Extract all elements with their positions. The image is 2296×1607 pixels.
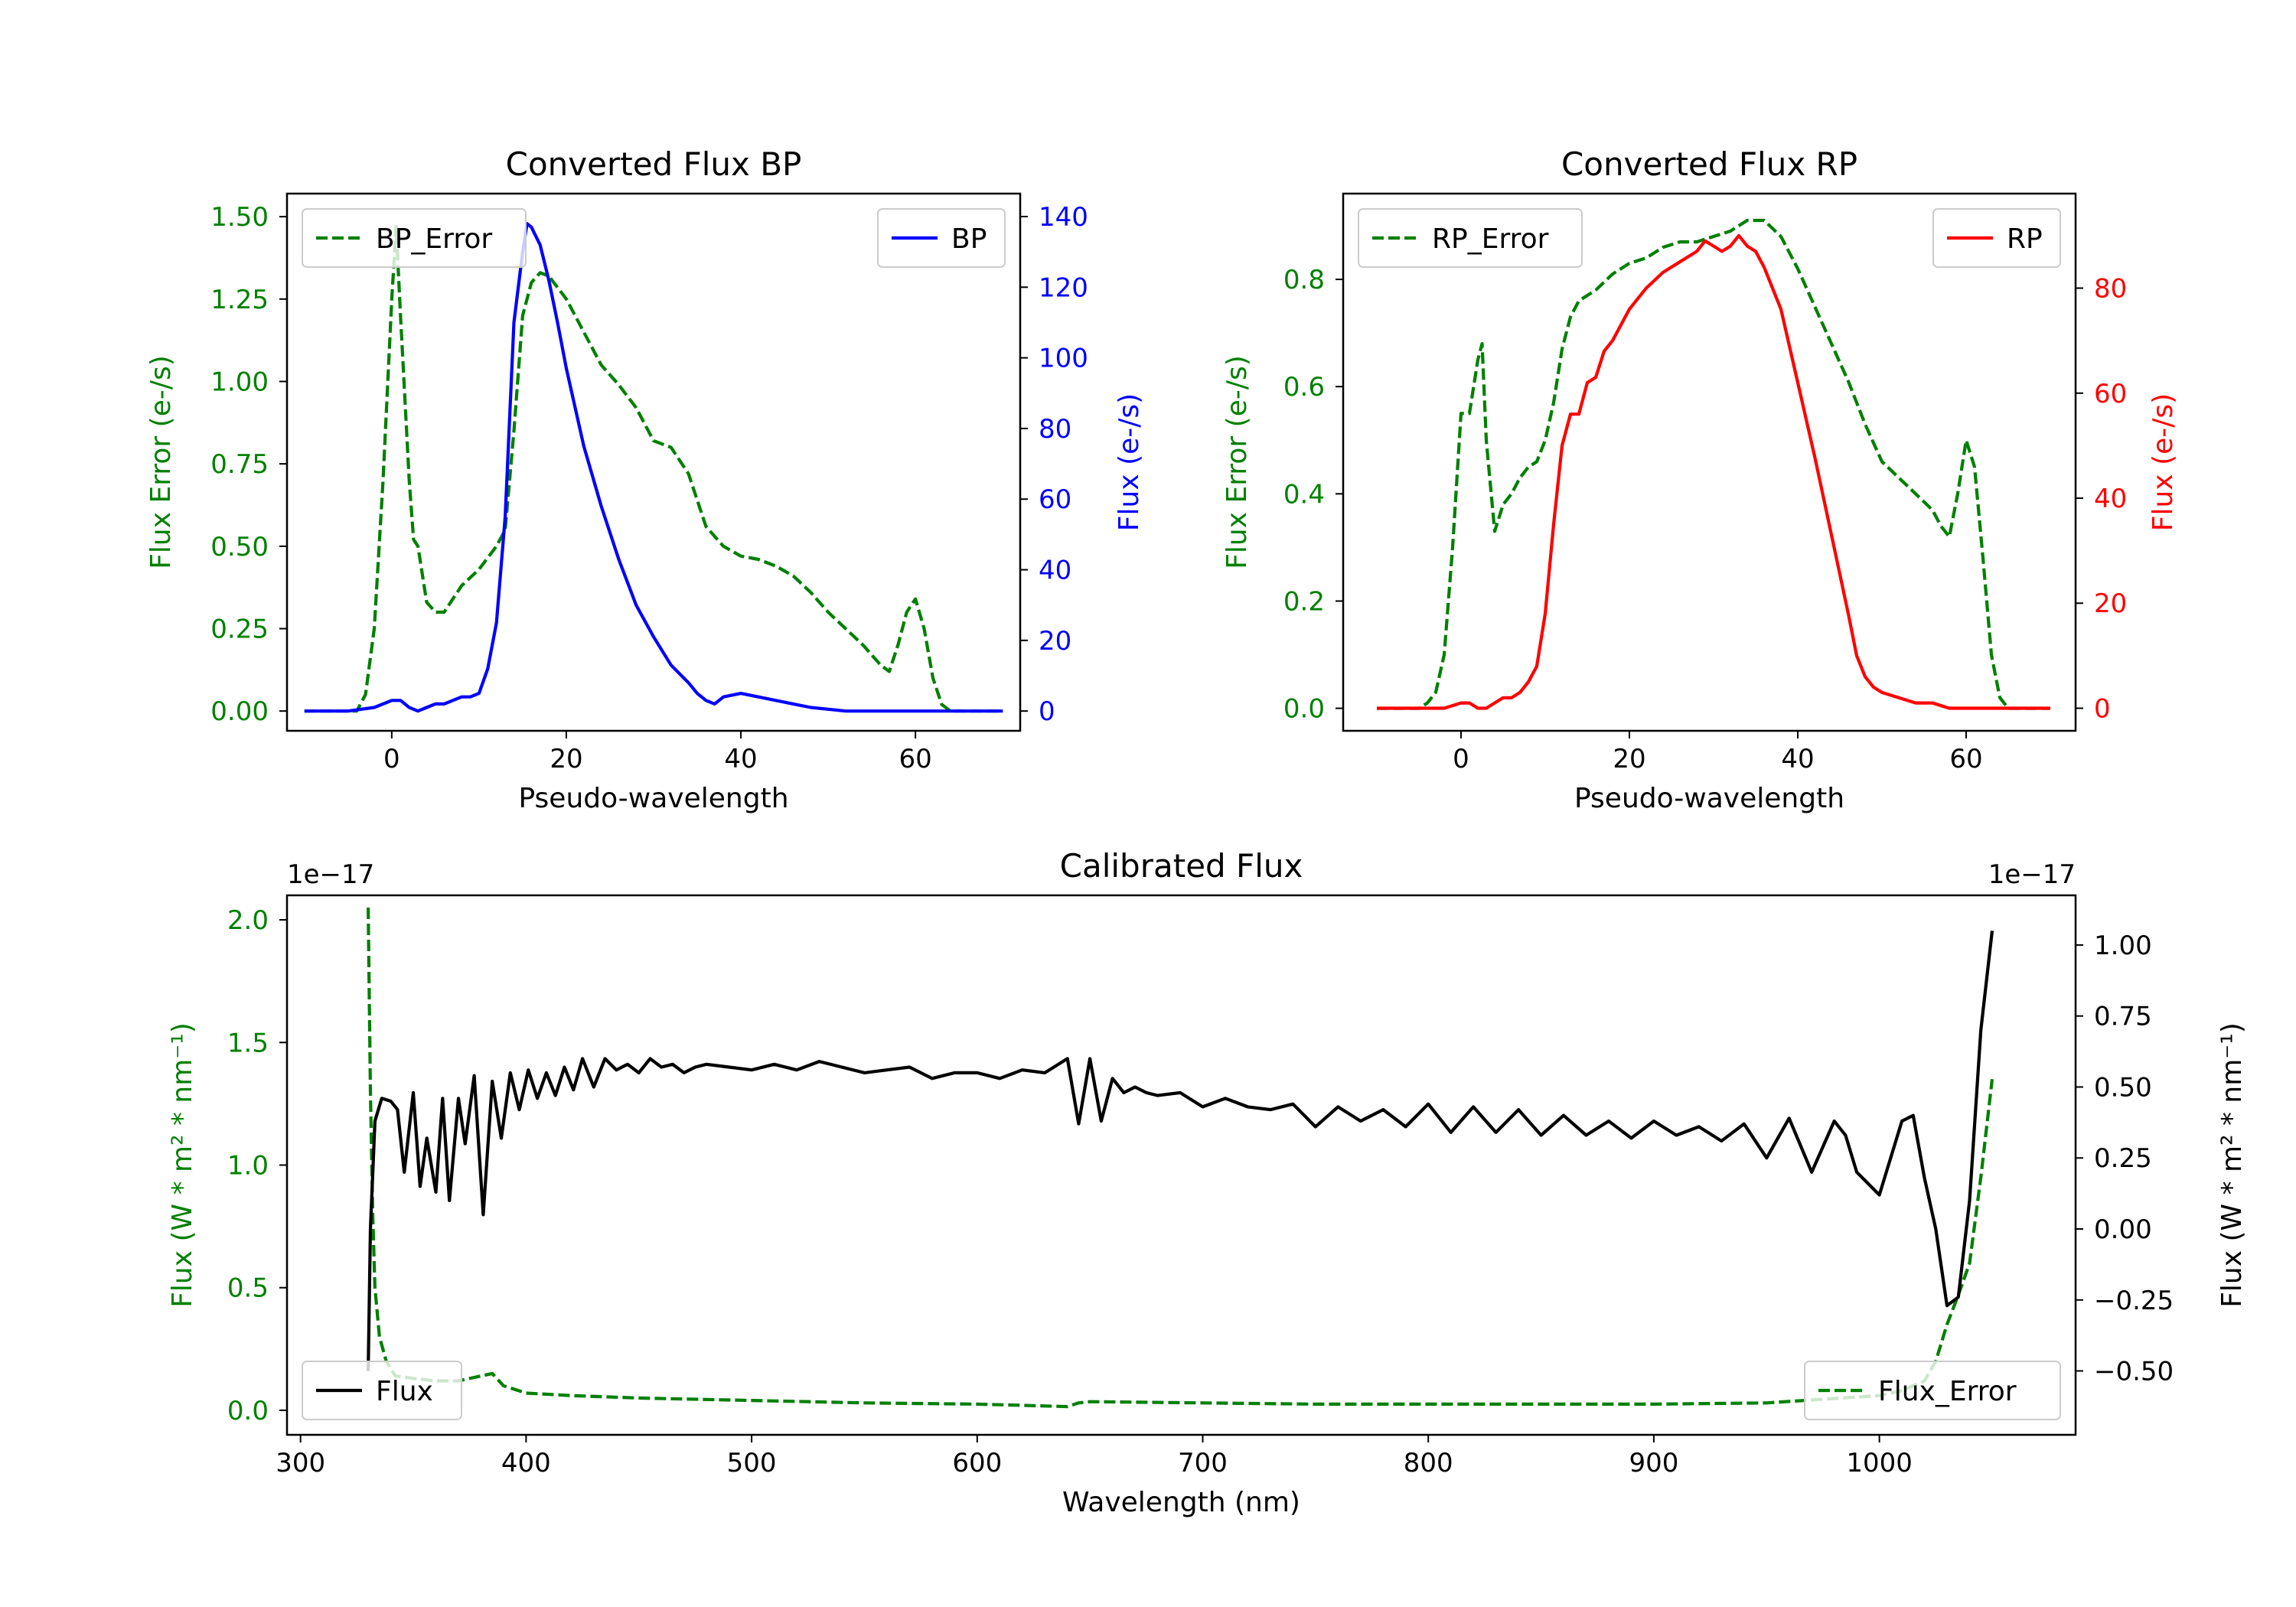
calib-y-right-tick-label: −0.25 bbox=[2094, 1286, 2174, 1316]
bp-y-left-tick-label: 1.25 bbox=[210, 285, 269, 315]
calib-y-right-tick-label: −0.50 bbox=[2094, 1357, 2174, 1387]
rp-x-tick-label: 60 bbox=[1949, 744, 1982, 774]
bp-y-left-tick-label: 1.50 bbox=[210, 202, 269, 233]
bp-flux-series-line bbox=[304, 222, 1003, 713]
calib-y-left-tick-label: 1.5 bbox=[227, 1028, 269, 1058]
bp-legend-right-box bbox=[877, 208, 1006, 268]
bp-legend-left-box bbox=[302, 208, 527, 268]
calib-y-right-tick-label: 1.00 bbox=[2094, 931, 2152, 961]
calib-legend-left-label: Flux bbox=[376, 1376, 433, 1407]
calib-x-tick-label: 700 bbox=[1178, 1448, 1228, 1478]
bp-y-right-tick-label: 140 bbox=[1039, 202, 1088, 233]
rp-axes-frame bbox=[1342, 192, 2077, 732]
calib-y-left-tick-label: 0.0 bbox=[227, 1396, 269, 1426]
calib-y-left-tick-label: 0.5 bbox=[227, 1273, 269, 1304]
rp-chart-title: Converted Flux RP bbox=[1561, 145, 1857, 183]
bp-y-right-tick-label: 20 bbox=[1039, 626, 1071, 657]
calib-y-right-axis-label: Flux (W * m² * nm⁻¹) bbox=[2216, 1022, 2248, 1308]
bp-legend-right-label: BP bbox=[951, 223, 987, 255]
bp-x-tick-label: 40 bbox=[724, 744, 757, 774]
bp-y-left-tick-label: 0.50 bbox=[210, 532, 269, 562]
calib-x-tick-label: 800 bbox=[1404, 1448, 1453, 1478]
rp-x-axis-label: Pseudo-wavelength bbox=[1574, 783, 1844, 814]
bp-y-left-tick-label: 0.00 bbox=[210, 696, 269, 727]
calib-legend-right-label: Flux_Error bbox=[1878, 1376, 2017, 1407]
rp-panel: 0 20 40 60 0.0 0.2 0.4 0.6 0.8 0 20 40 60 80 Converted… bbox=[1221, 145, 2179, 814]
calib-x-axis-label: Wavelength (nm) bbox=[1062, 1487, 1300, 1518]
bp-y-right-tick-label: 0 bbox=[1039, 696, 1055, 727]
calib-x-tick-label: 900 bbox=[1629, 1448, 1678, 1478]
bp-x-axis-label: Pseudo-wavelength bbox=[518, 783, 788, 814]
bp-y-right-tick-label: 40 bbox=[1039, 556, 1071, 586]
rp-flux-series-line bbox=[1377, 233, 2050, 710]
bp-error-series-line bbox=[304, 225, 1003, 713]
rp-y-right-axis-label: Flux (e-/s) bbox=[2148, 393, 2179, 531]
rp-legend-left-label: RP_Error bbox=[1432, 223, 1549, 255]
calib-y-left-tick-label: 2.0 bbox=[227, 905, 269, 936]
calib-legend-right-box bbox=[1804, 1361, 2061, 1420]
bp-x-tick-label: 20 bbox=[550, 744, 582, 774]
calib-offset-left-label: 1e−17 bbox=[287, 859, 374, 890]
calib-x-tick-label: 400 bbox=[501, 1448, 551, 1478]
bp-legend-left-label: BP_Error bbox=[376, 223, 492, 255]
rp-x-tick-label: 20 bbox=[1613, 744, 1645, 774]
rp-legend-left-box bbox=[1358, 208, 1583, 268]
bp-y-right-tick-label: 100 bbox=[1039, 344, 1088, 374]
bp-y-left-axis-label: Flux Error (e-/s) bbox=[145, 355, 177, 569]
rp-y-left-axis-label: Flux Error (e-/s) bbox=[1221, 355, 1253, 569]
rp-legend-right-label: RP bbox=[2007, 223, 2043, 255]
rp-y-right-tick-label: 20 bbox=[2094, 588, 2127, 619]
rp-y-left-tick-label: 0.8 bbox=[1283, 265, 1325, 295]
rp-y-right-tick-label: 60 bbox=[2094, 379, 2127, 409]
bp-y-right-tick-label: 80 bbox=[1039, 414, 1071, 445]
bp-legend-left: BP_Error bbox=[302, 208, 527, 268]
calib-y-right-tick-label: 0.00 bbox=[2094, 1214, 2152, 1245]
calib-x-tick-label: 300 bbox=[276, 1448, 325, 1478]
rp-y-left-tick-label: 0.0 bbox=[1283, 694, 1325, 725]
calib-flux-series-line bbox=[367, 931, 1994, 1371]
calib-y-left-tick-label: 1.0 bbox=[227, 1151, 269, 1182]
rp-x-tick-label: 40 bbox=[1781, 744, 1814, 774]
calib-y-right-tick-label: 0.50 bbox=[2094, 1072, 2152, 1103]
rp-y-left-tick-label: 0.4 bbox=[1283, 479, 1325, 510]
bp-y-left-tick-label: 1.00 bbox=[210, 367, 269, 397]
rp-y-right-tick-label: 80 bbox=[2094, 274, 2127, 305]
rp-y-left-tick-label: 0.2 bbox=[1283, 586, 1325, 617]
bp-chart-title: Converted Flux BP bbox=[506, 145, 802, 183]
bp-x-tick-label: 0 bbox=[383, 744, 400, 774]
bp-legend-right: BP bbox=[877, 208, 1006, 268]
calib-y-left-axis-label: Flux (W * m² * nm⁻¹) bbox=[167, 1022, 198, 1308]
calib-legend-left: Flux bbox=[302, 1361, 462, 1420]
calib-chart-title: Calibrated Flux bbox=[1060, 847, 1303, 885]
rp-y-right-tick-label: 0 bbox=[2094, 693, 2111, 724]
calib-y-right-tick-label: 0.75 bbox=[2094, 1002, 2152, 1032]
calib-x-tick-label: 1000 bbox=[1846, 1448, 1913, 1478]
bp-y-left-tick-label: 0.25 bbox=[210, 614, 269, 644]
bp-x-tick-label: 60 bbox=[899, 744, 932, 774]
rp-x-tick-label: 0 bbox=[1453, 744, 1469, 774]
calib-x-tick-label: 600 bbox=[952, 1448, 1002, 1478]
rp-legend-right-box bbox=[1932, 208, 2061, 268]
bp-y-right-axis-label: Flux (e-/s) bbox=[1114, 393, 1145, 531]
calib-x-tick-label: 500 bbox=[727, 1448, 777, 1478]
rp-y-right-tick-label: 40 bbox=[2094, 484, 2127, 514]
bp-y-right-tick-label: 120 bbox=[1039, 272, 1088, 303]
calibrated-panel: 300 400 500 600 700 800 900 1000 0.0 0.5 1.0 1.5 2.0… bbox=[167, 847, 2248, 1518]
rp-y-left-tick-label: 0.6 bbox=[1283, 372, 1325, 403]
bp-axes-frame bbox=[285, 192, 1022, 732]
bp-y-right-tick-label: 60 bbox=[1039, 484, 1071, 515]
rp-error-series-line bbox=[1377, 218, 2050, 710]
calib-legend-right: Flux_Error bbox=[1804, 1361, 2061, 1420]
calib-y-right-tick-label: 0.25 bbox=[2094, 1143, 2152, 1174]
calib-offset-right-label: 1e−17 bbox=[1988, 859, 2076, 890]
rp-legend-left: RP_Error bbox=[1358, 208, 1583, 268]
bp-y-left-tick-label: 0.75 bbox=[210, 449, 269, 480]
rp-legend-right: RP bbox=[1932, 208, 2061, 268]
calib-legend-left-box bbox=[302, 1361, 462, 1420]
bp-panel: 0 20 40 60 0.00 0.25 0.50 0.75 1.00 1.25 1.50 0 20 40… bbox=[145, 145, 1145, 814]
